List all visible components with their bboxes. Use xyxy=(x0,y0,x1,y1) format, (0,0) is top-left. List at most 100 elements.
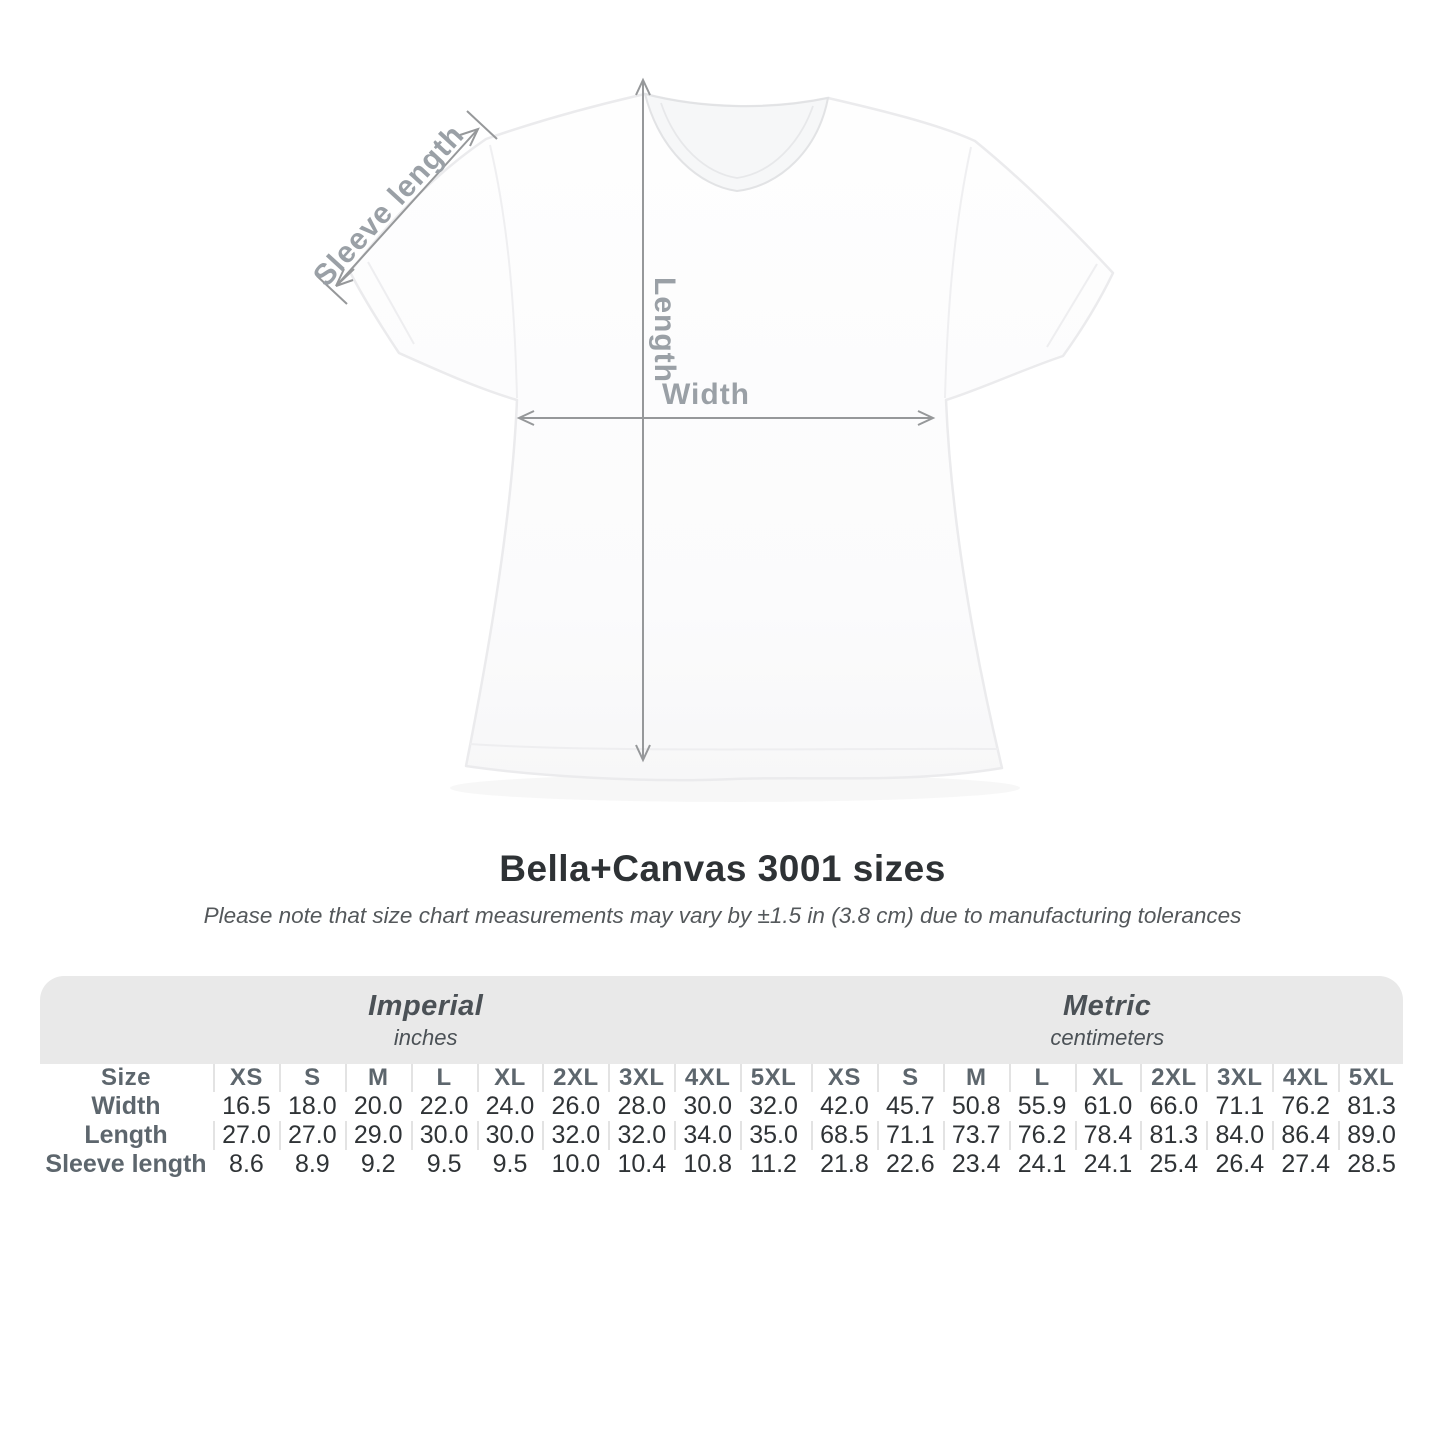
measurement-cell-metric-text: 78.4 xyxy=(1083,1121,1133,1149)
measurement-cell-metric: 55.9 xyxy=(1011,1092,1074,1121)
measurement-cell-imperial-text: 22.0 xyxy=(419,1092,469,1120)
size-col-header-metric: 5XL xyxy=(1340,1064,1403,1092)
measurement-cell-imperial-text: 16.5 xyxy=(222,1092,271,1120)
measurement-cell-metric: 81.3 xyxy=(1340,1092,1403,1121)
measurement-cell-imperial-text: 32.0 xyxy=(749,1092,798,1120)
measurement-cell-imperial: 10.0 xyxy=(544,1150,607,1179)
size-col-header-metric-text: 3XL xyxy=(1217,1064,1263,1091)
size-col-header-imperial-text: S xyxy=(304,1064,321,1091)
size-col-header-metric-text: 2XL xyxy=(1151,1064,1197,1091)
measurement-cell-imperial: 30.0 xyxy=(479,1121,542,1150)
measurement-cell-imperial: 8.9 xyxy=(281,1150,344,1179)
measurement-cell-imperial: 22.0 xyxy=(413,1092,476,1121)
row-section-gap xyxy=(808,1121,810,1150)
measurement-row-label: Length xyxy=(40,1121,212,1150)
size-col-header-metric-text: XS xyxy=(827,1064,861,1091)
measurement-cell-metric: 76.2 xyxy=(1011,1121,1074,1150)
measurement-cell-metric-text: 71.1 xyxy=(1215,1092,1265,1120)
measurement-cell-metric: 81.3 xyxy=(1142,1121,1205,1150)
measurement-cell-imperial: 34.0 xyxy=(676,1121,739,1150)
measurement-cell-metric: 21.8 xyxy=(813,1150,876,1179)
measurement-cell-imperial: 35.0 xyxy=(742,1121,805,1150)
measurement-cell-imperial: 16.5 xyxy=(215,1092,278,1121)
right-sleeve-hem-stitch xyxy=(1046,263,1098,348)
measurement-cell-metric-text: 26.4 xyxy=(1215,1150,1265,1178)
measurement-cell-metric: 86.4 xyxy=(1274,1121,1337,1150)
measurement-cell-imperial-text: 8.6 xyxy=(229,1150,264,1178)
size-col-header-imperial-text: XS xyxy=(229,1064,263,1091)
measurement-cell-imperial: 18.0 xyxy=(281,1092,344,1121)
measurement-cell-metric-text: 76.2 xyxy=(1017,1121,1067,1149)
measurement-cell-imperial: 29.0 xyxy=(347,1121,410,1150)
measurement-row-label: Width xyxy=(40,1092,212,1121)
bottom-hem-stitch xyxy=(469,743,999,751)
measurement-cell-imperial-text: 24.0 xyxy=(485,1092,535,1120)
page-title: Bella+Canvas 3001 sizes xyxy=(499,848,946,889)
measurement-cell-metric: 25.4 xyxy=(1142,1150,1205,1179)
size-row-label: Size xyxy=(40,1064,212,1092)
size-col-header-imperial: M xyxy=(347,1064,410,1092)
measurement-cell-imperial-text: 28.0 xyxy=(617,1092,667,1120)
measurement-cell-metric: 24.1 xyxy=(1077,1150,1140,1179)
measurement-cell-imperial: 10.8 xyxy=(676,1150,739,1179)
size-col-header-metric-text: M xyxy=(965,1064,987,1091)
imperial-unit: inches xyxy=(393,1024,458,1050)
measurement-cell-metric: 73.7 xyxy=(945,1121,1008,1150)
measurement-cell-imperial: 11.2 xyxy=(742,1150,805,1179)
size-row-label-text: Size xyxy=(100,1064,152,1091)
measurement-cell-imperial: 27.0 xyxy=(281,1121,344,1150)
measurement-cell-imperial-text: 26.0 xyxy=(551,1092,601,1120)
measurement-cell-imperial: 26.0 xyxy=(544,1092,607,1121)
measurement-cell-metric-text: 27.4 xyxy=(1281,1150,1330,1178)
measurement-cell-metric-text: 66.0 xyxy=(1149,1092,1199,1120)
size-col-header-metric: 4XL xyxy=(1274,1064,1337,1092)
measurement-cell-metric: 84.0 xyxy=(1208,1121,1271,1150)
size-col-header-metric: L xyxy=(1011,1064,1074,1092)
measurement-cell-imperial-text: 30.0 xyxy=(419,1121,469,1149)
width-arrow xyxy=(516,410,936,426)
measurement-cell-imperial: 10.4 xyxy=(610,1150,673,1179)
measurement-cell-metric: 50.8 xyxy=(945,1092,1008,1121)
size-col-header-imperial-text: 3XL xyxy=(619,1064,665,1091)
size-table: Imperial inches Metric centimeters Size X… xyxy=(40,976,1403,1179)
measurement-cell-metric-text: 21.8 xyxy=(820,1150,869,1178)
size-col-header-imperial-text: 5XL xyxy=(750,1064,797,1091)
measurement-cell-imperial-text: 9.5 xyxy=(492,1150,528,1178)
measurement-cell-metric-text: 71.1 xyxy=(885,1121,935,1149)
measurement-cell-imperial-text: 18.0 xyxy=(287,1092,337,1120)
size-col-header-metric-text: S xyxy=(902,1064,919,1091)
measurement-cell-metric-text: 22.6 xyxy=(885,1150,935,1178)
measurement-cell-imperial-text: 10.0 xyxy=(551,1150,601,1178)
measurement-cell-imperial: 8.6 xyxy=(215,1150,278,1179)
imperial-title: Imperial xyxy=(368,989,484,1022)
measurement-cell-metric: 24.1 xyxy=(1011,1150,1074,1179)
tshirt-outline xyxy=(348,92,1115,782)
width-label: Width xyxy=(662,378,750,411)
measurement-cell-metric-text: 55.9 xyxy=(1017,1092,1067,1120)
measurement-row-label: Sleeve length xyxy=(40,1150,212,1179)
size-col-header-imperial: XL xyxy=(479,1064,542,1092)
measurement-cell-metric-text: 76.2 xyxy=(1281,1092,1330,1120)
measurement-cell-imperial: 32.0 xyxy=(742,1092,805,1121)
measurement-cell-metric: 26.4 xyxy=(1208,1150,1271,1179)
size-col-header-imperial: L xyxy=(413,1064,476,1092)
measurement-cell-metric: 28.5 xyxy=(1340,1150,1403,1179)
size-col-header-imperial-text: M xyxy=(367,1064,389,1091)
measurement-cell-imperial: 30.0 xyxy=(676,1092,739,1121)
size-col-header-imperial: XS xyxy=(215,1064,278,1092)
measurement-cell-metric: 78.4 xyxy=(1077,1121,1140,1150)
measurement-cell-metric-text: 81.3 xyxy=(1149,1121,1199,1149)
size-section-gap xyxy=(808,1064,810,1092)
measurement-cell-imperial-text: 34.0 xyxy=(683,1121,732,1149)
measurement-cell-imperial: 30.0 xyxy=(413,1121,476,1150)
length-arrow xyxy=(635,77,651,763)
measurement-cell-metric-text: 25.4 xyxy=(1149,1150,1199,1178)
measurement-cell-imperial: 27.0 xyxy=(215,1121,278,1150)
left-sleeve-hem-stitch xyxy=(367,261,415,345)
measurement-cell-metric-text: 73.7 xyxy=(951,1121,1001,1149)
measurement-cell-imperial: 9.2 xyxy=(347,1150,410,1179)
size-col-header-imperial: 2XL xyxy=(544,1064,607,1092)
measurement-cell-metric-text: 42.0 xyxy=(820,1092,869,1120)
measurement-cell-imperial: 9.5 xyxy=(479,1150,542,1179)
